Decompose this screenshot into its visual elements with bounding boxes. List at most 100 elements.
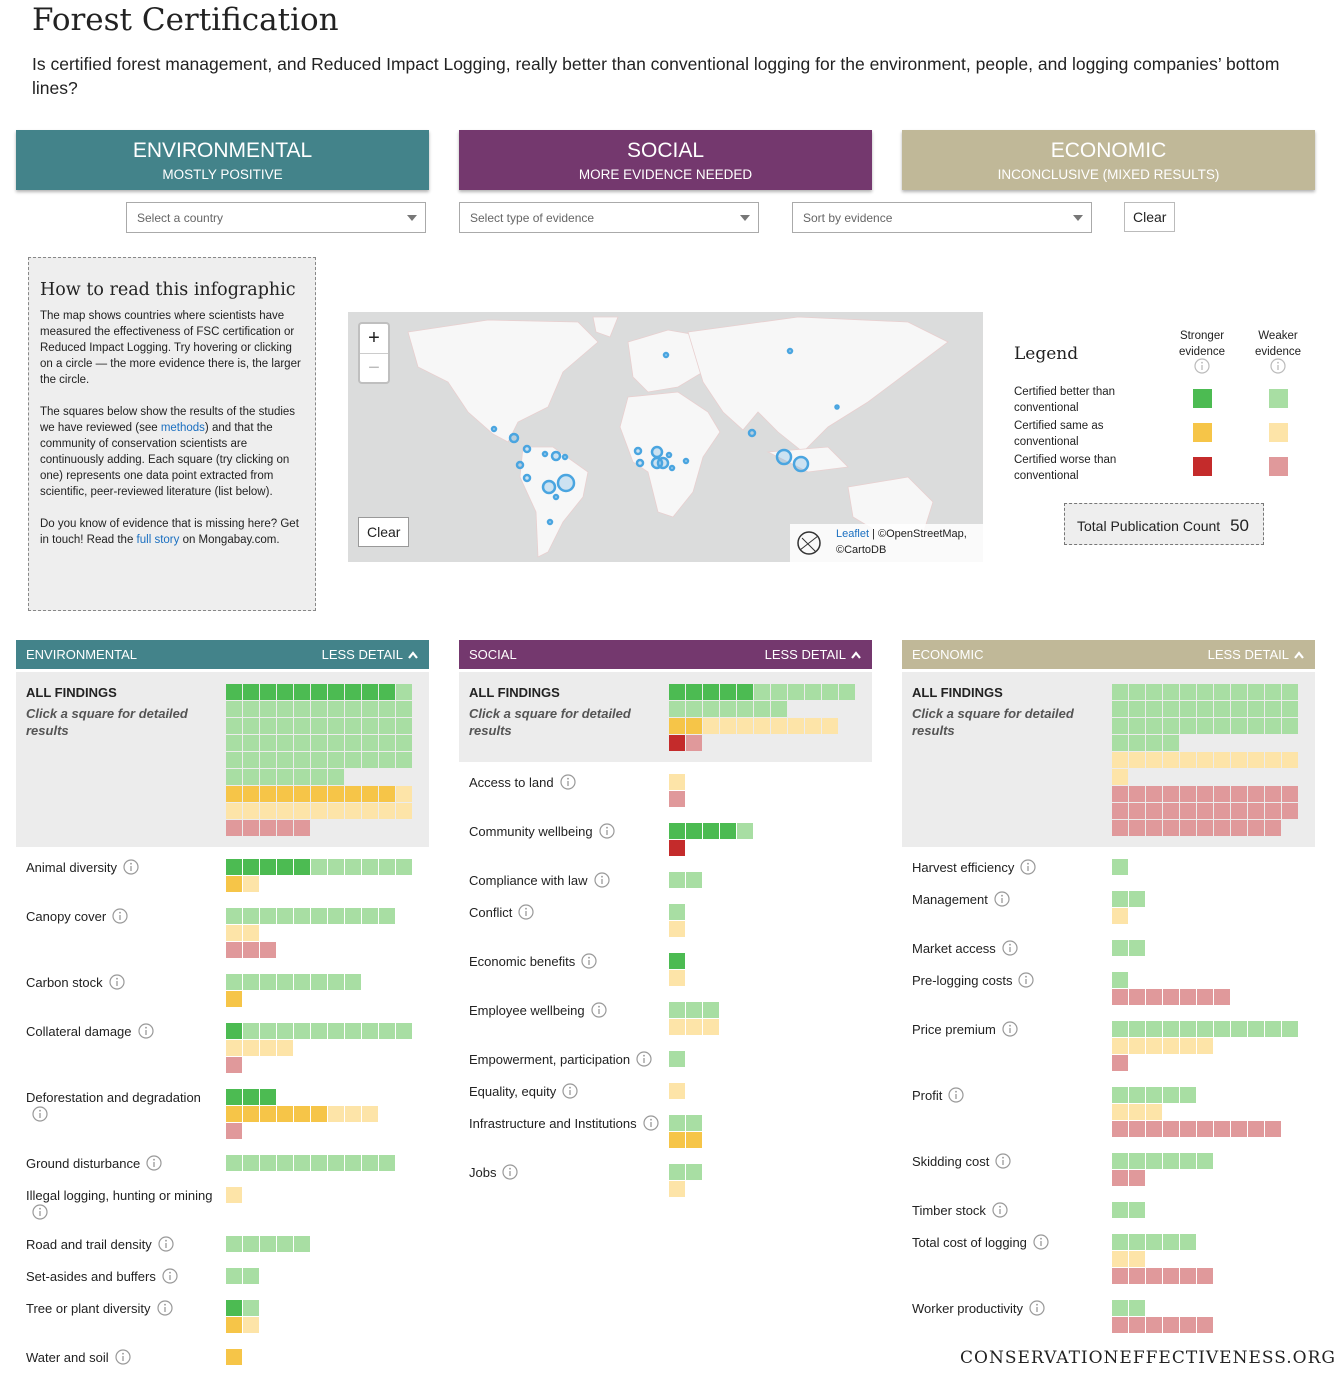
evidence-square[interactable]: [686, 701, 702, 717]
evidence-square[interactable]: [1231, 1121, 1247, 1137]
evidence-square[interactable]: [1214, 803, 1230, 819]
evidence-square[interactable]: [345, 859, 361, 875]
evidence-square[interactable]: [1214, 1121, 1230, 1137]
evidence-square[interactable]: [1248, 752, 1264, 768]
evidence-square[interactable]: [226, 925, 242, 941]
evidence-square[interactable]: [379, 1023, 395, 1039]
evidence-square[interactable]: [669, 904, 685, 920]
evidence-square[interactable]: [379, 786, 395, 802]
evidence-square[interactable]: [1197, 1038, 1213, 1054]
evidence-square[interactable]: [226, 1268, 242, 1284]
evidence-square[interactable]: [1112, 1268, 1128, 1284]
info-icon[interactable]: [593, 872, 610, 888]
info-icon[interactable]: [502, 1164, 519, 1180]
info-icon[interactable]: [1002, 940, 1018, 956]
info-icon[interactable]: [32, 1106, 48, 1122]
evidence-square[interactable]: [277, 820, 293, 836]
evidence-square[interactable]: [396, 701, 412, 717]
evidence-square[interactable]: [243, 752, 259, 768]
leaflet-link[interactable]: Leaflet: [836, 528, 870, 540]
evidence-square[interactable]: [1214, 718, 1230, 734]
info-icon[interactable]: [1270, 358, 1286, 374]
evidence-square[interactable]: [1248, 803, 1264, 819]
evidence-square[interactable]: [1146, 718, 1162, 734]
evidence-square[interactable]: [1180, 1153, 1196, 1169]
evidence-square[interactable]: [345, 684, 361, 700]
evidence-square[interactable]: [720, 701, 736, 717]
evidence-square[interactable]: [1129, 1202, 1145, 1218]
evidence-square[interactable]: [362, 908, 378, 924]
evidence-square[interactable]: [1197, 1153, 1213, 1169]
evidence-square[interactable]: [1180, 684, 1196, 700]
evidence-square[interactable]: [1197, 1317, 1213, 1333]
info-icon[interactable]: [146, 1155, 162, 1171]
zoom-in[interactable]: +: [360, 324, 388, 354]
evidence-square[interactable]: [1146, 735, 1162, 751]
evidence-square[interactable]: [1112, 1055, 1128, 1071]
evidence-square[interactable]: [243, 1106, 259, 1122]
evidence-square[interactable]: [754, 718, 770, 734]
evidence-square[interactable]: [1112, 908, 1128, 924]
clear-button[interactable]: Clear: [1124, 202, 1176, 232]
evidence-square[interactable]: [243, 769, 259, 785]
evidence-square[interactable]: [669, 823, 685, 839]
evidence-square[interactable]: [1146, 701, 1162, 717]
info-icon[interactable]: [992, 1202, 1008, 1218]
evidence-square[interactable]: [1197, 684, 1213, 700]
evidence-square[interactable]: [669, 840, 685, 856]
evidence-square[interactable]: [1112, 769, 1128, 785]
evidence-square[interactable]: [1248, 684, 1264, 700]
evidence-square[interactable]: [1129, 1251, 1145, 1267]
evidence-square[interactable]: [328, 701, 344, 717]
evidence-square[interactable]: [1248, 820, 1264, 836]
evidence-square[interactable]: [686, 1132, 702, 1148]
info-icon[interactable]: [123, 859, 139, 875]
evidence-square[interactable]: [1163, 1317, 1179, 1333]
evidence-square[interactable]: [1112, 1317, 1128, 1333]
evidence-square[interactable]: [260, 1040, 276, 1056]
evidence-square[interactable]: [703, 1002, 719, 1018]
evidence-square[interactable]: [328, 859, 344, 875]
evidence-square[interactable]: [1129, 786, 1145, 802]
evidence-square[interactable]: [277, 1236, 293, 1252]
evidence-square[interactable]: [1112, 1153, 1128, 1169]
evidence-square[interactable]: [1163, 820, 1179, 836]
evidence-square[interactable]: [1112, 1021, 1128, 1037]
evidence-square[interactable]: [362, 684, 378, 700]
evidence-square[interactable]: [226, 991, 242, 1007]
evidence-square[interactable]: [1231, 1021, 1247, 1037]
evidence-square[interactable]: [1129, 1268, 1145, 1284]
evidence-square[interactable]: [1129, 989, 1145, 1005]
evidence-square[interactable]: [1163, 701, 1179, 717]
evidence-square[interactable]: [703, 701, 719, 717]
evidence-square[interactable]: [379, 718, 395, 734]
evidence-square[interactable]: [243, 1236, 259, 1252]
evidence-square[interactable]: [243, 718, 259, 734]
evidence-square[interactable]: [260, 684, 276, 700]
evidence-square[interactable]: [379, 752, 395, 768]
evidence-square[interactable]: [737, 823, 753, 839]
evidence-square[interactable]: [1265, 752, 1281, 768]
evidence-square[interactable]: [1231, 803, 1247, 819]
evidence-square[interactable]: [1112, 1251, 1128, 1267]
evidence-square[interactable]: [1197, 989, 1213, 1005]
evidence-square[interactable]: [328, 786, 344, 802]
evidence-square[interactable]: [669, 1115, 685, 1131]
evidence-square[interactable]: [362, 718, 378, 734]
evidence-square[interactable]: [277, 1040, 293, 1056]
evidence-square[interactable]: [1231, 701, 1247, 717]
evidence-square[interactable]: [1112, 701, 1128, 717]
evidence-square[interactable]: [345, 752, 361, 768]
evidence-square[interactable]: [277, 974, 293, 990]
evidence-circles[interactable]: [490, 347, 840, 526]
evidence-square[interactable]: [260, 735, 276, 751]
evidence-square[interactable]: [1112, 752, 1128, 768]
evidence-square[interactable]: [686, 872, 702, 888]
evidence-square[interactable]: [243, 1089, 259, 1105]
evidence-square[interactable]: [277, 1155, 293, 1171]
evidence-square[interactable]: [311, 786, 327, 802]
evidence-square[interactable]: [277, 859, 293, 875]
evidence-square[interactable]: [294, 735, 310, 751]
evidence-square[interactable]: [294, 859, 310, 875]
evidence-square[interactable]: [1231, 786, 1247, 802]
